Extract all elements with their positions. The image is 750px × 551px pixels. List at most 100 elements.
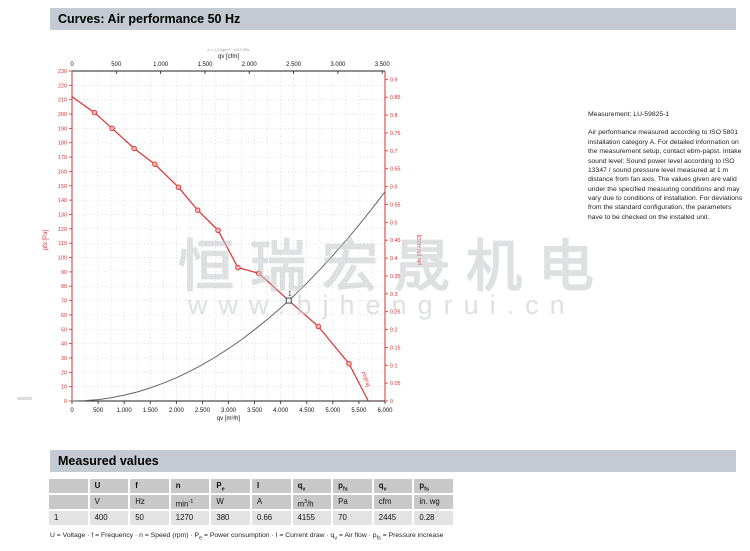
top-axis-tick-label: 2.000 bbox=[242, 62, 258, 68]
table-value-9: 0.28 bbox=[414, 511, 453, 525]
table-value-3: 1270 bbox=[170, 511, 210, 525]
left-axis-tick-label: 40 bbox=[61, 342, 67, 348]
measurement-id: Measurement: LU-59825-1 bbox=[588, 111, 670, 118]
right-axis-tick-label: 0.35 bbox=[390, 274, 401, 280]
left-axis-title: pfs [Pa] bbox=[43, 229, 49, 250]
curve-marker bbox=[194, 207, 201, 213]
chart-density-note: ρ = 1,2 kg/m³ · 1013 hPa bbox=[208, 48, 251, 52]
column-unit-4: W bbox=[211, 495, 250, 509]
air-performance-curve bbox=[71, 96, 369, 402]
table-value-1: 400 bbox=[89, 511, 129, 525]
table-value-5: 0.66 bbox=[251, 511, 291, 525]
page-margin-mark bbox=[17, 397, 32, 400]
operating-point-label: 1 bbox=[288, 291, 292, 298]
table-value-4: 380 bbox=[211, 511, 250, 525]
right-axis-tick-label: 0.3 bbox=[390, 292, 398, 298]
bottom-axis-tick-label: 1.500 bbox=[143, 408, 159, 414]
column-header-3: n bbox=[170, 479, 210, 493]
left-axis-tick-label: 150 bbox=[58, 184, 67, 190]
bottom-axis-tick-label: 5.000 bbox=[325, 408, 341, 414]
bottom-axis-tick-label: 3.000 bbox=[221, 408, 237, 414]
column-header-2: f bbox=[130, 479, 169, 493]
top-axis-tick-label: 1.500 bbox=[197, 62, 213, 68]
top-axis-tick-label: 3.500 bbox=[375, 62, 391, 68]
curve-marker bbox=[152, 161, 158, 168]
curve-marker bbox=[256, 270, 262, 277]
table-value-7: 70 bbox=[333, 511, 372, 525]
table-value-2: 50 bbox=[130, 511, 169, 525]
left-axis-tick-label: 110 bbox=[58, 241, 67, 247]
symbols-legend: U = Voltage · f = Frequency · n = Speed … bbox=[50, 532, 444, 542]
left-axis-tick-label: 130 bbox=[58, 212, 67, 218]
column-header-1: U bbox=[89, 479, 129, 493]
right-axis-title: pfs [IN H2O] bbox=[417, 234, 423, 265]
left-axis-tick-label: 60 bbox=[61, 313, 67, 319]
left-axis-tick-label: 10 bbox=[61, 385, 67, 391]
bottom-axis-tick-label: 2.000 bbox=[169, 408, 185, 414]
right-axis-tick-label: 0.05 bbox=[390, 381, 401, 387]
curve-marker bbox=[109, 125, 115, 132]
right-axis-tick-label: 0.75 bbox=[390, 131, 401, 137]
column-header-0 bbox=[49, 479, 88, 493]
bottom-axis-tick-label: 3.500 bbox=[247, 408, 263, 414]
left-axis-tick-label: 170 bbox=[58, 155, 67, 161]
left-axis-tick-label: 50 bbox=[61, 327, 67, 333]
column-unit-1: V bbox=[89, 495, 129, 509]
bottom-axis-tick-label: 5.500 bbox=[351, 408, 367, 414]
right-axis-tick-label: 0.85 bbox=[390, 95, 401, 101]
column-unit-2: Hz bbox=[130, 495, 169, 509]
left-axis-tick-label: 90 bbox=[61, 270, 67, 276]
left-axis-tick-label: 100 bbox=[58, 256, 67, 262]
right-axis-tick-label: 0.6 bbox=[390, 185, 398, 191]
bottom-axis-tick-label: 0 bbox=[70, 408, 74, 414]
curve-marker bbox=[91, 109, 98, 116]
right-axis-tick-label: 0.45 bbox=[390, 238, 401, 244]
measurement-note: Measurement: LU-59825-1 Air performance … bbox=[588, 110, 746, 222]
left-axis-tick-label: 190 bbox=[58, 126, 67, 132]
column-unit-5: A bbox=[251, 495, 291, 509]
right-axis-tick-label: 0.2 bbox=[390, 328, 398, 334]
curve-marker bbox=[175, 184, 182, 190]
column-header-9: pfs bbox=[414, 479, 453, 493]
left-axis-tick-label: 20 bbox=[61, 370, 67, 376]
measurement-conditions-text: Air performance measured according to IS… bbox=[588, 129, 743, 221]
right-axis-tick-label: 0.55 bbox=[390, 202, 401, 208]
right-axis-tick-label: 0.25 bbox=[390, 310, 401, 316]
column-header-8: qv bbox=[373, 479, 413, 493]
system-resistance-curve bbox=[71, 191, 386, 402]
column-unit-9: in. wg bbox=[414, 495, 453, 509]
bottom-axis-tick-label: 6.000 bbox=[377, 408, 393, 414]
curve-marker bbox=[235, 264, 241, 271]
top-axis-tick-label: 1.000 bbox=[153, 62, 169, 68]
right-axis-tick-label: 0.15 bbox=[390, 345, 401, 351]
top-axis-tick-label: 3.000 bbox=[330, 62, 346, 68]
right-axis-tick-label: 0.7 bbox=[390, 149, 398, 155]
column-header-6: qv bbox=[292, 479, 332, 493]
page-title: Curves: Air performance 50 Hz bbox=[50, 8, 736, 30]
top-axis-tick-label: 2.500 bbox=[286, 62, 302, 68]
table-value-0: 1 bbox=[49, 511, 88, 525]
operating-point-marker bbox=[285, 297, 292, 304]
measured-values-title: Measured values bbox=[50, 450, 736, 472]
left-axis-tick-label: 120 bbox=[58, 227, 67, 233]
left-axis-tick-label: 70 bbox=[61, 299, 67, 305]
column-unit-8: cfm bbox=[373, 495, 413, 509]
left-axis-tick-label: 210 bbox=[58, 98, 67, 104]
top-axis-title: qv [cfm] bbox=[218, 54, 239, 60]
left-axis-tick-label: 140 bbox=[58, 198, 67, 204]
left-axis-tick-label: 200 bbox=[58, 112, 67, 118]
column-unit-6: m3/h bbox=[292, 495, 332, 509]
table-value-6: 4155 bbox=[292, 511, 332, 525]
left-axis-tick-label: 80 bbox=[61, 284, 67, 290]
bottom-axis-title: qv [m³/h] bbox=[217, 416, 241, 422]
right-axis-tick-label: 0.65 bbox=[390, 167, 401, 173]
table-value-8: 2445 bbox=[373, 511, 413, 525]
column-unit-0 bbox=[49, 495, 88, 509]
left-axis-tick-label: 30 bbox=[61, 356, 67, 362]
right-axis-tick-label: 0.9 bbox=[390, 77, 398, 83]
column-unit-3: min-1 bbox=[170, 495, 210, 509]
curve-marker bbox=[315, 323, 321, 330]
curve-marker bbox=[346, 360, 352, 367]
